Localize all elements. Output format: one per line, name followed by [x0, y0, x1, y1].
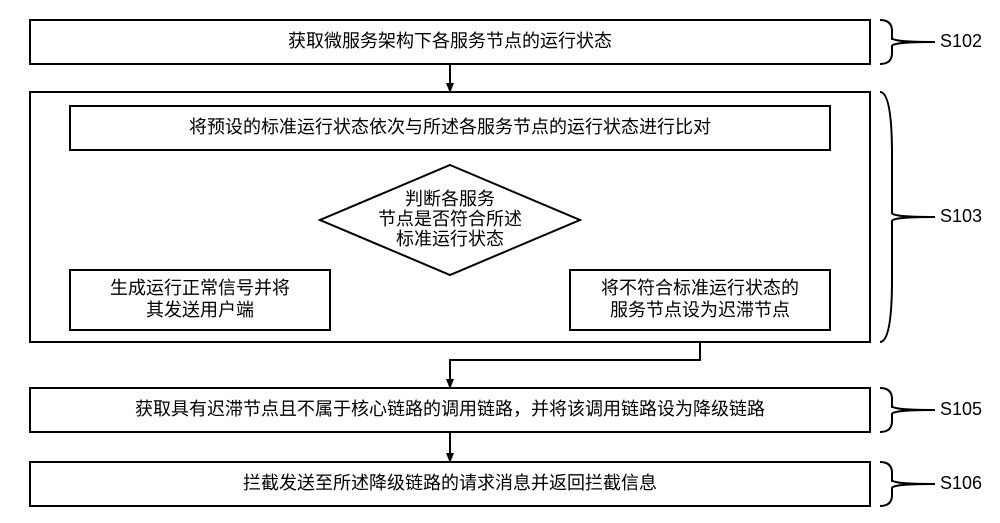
node-text: 其发送用户端	[146, 300, 254, 320]
braces-layer	[880, 20, 935, 506]
brace-S106	[880, 462, 935, 506]
node-text: 将预设的标准运行状态依次与所述各服务节点的运行状态进行比对	[189, 117, 711, 137]
step-label-S106: S106	[940, 473, 982, 493]
node-text: 将不符合标准运行状态的	[601, 278, 799, 298]
node-text: 获取具有迟滞节点且不属于核心链路的调用链路，并将该调用链路设为降级链路	[135, 399, 765, 419]
step-label-S105: S105	[940, 399, 982, 419]
node-normal: 生成运行正常信号并将其发送用户端	[70, 270, 330, 330]
decision-text: 节点是否符合所述	[378, 209, 522, 229]
step-label-S102: S102	[940, 31, 982, 51]
node-text: 获取微服务架构下各服务节点的运行状态	[288, 31, 612, 51]
step-labels-layer: S102 S103 S105 S106	[940, 31, 982, 493]
node-s106: 拦截发送至所述降级链路的请求消息并返回拦截信息	[30, 462, 870, 506]
node-compare: 将预设的标准运行状态依次与所述各服务节点的运行状态进行比对	[70, 106, 830, 150]
brace-S105	[880, 388, 935, 432]
node-s102: 获取微服务架构下各服务节点的运行状态	[30, 20, 870, 64]
decision-text: 判断各服务	[405, 189, 495, 209]
node-text: 生成运行正常信号并将	[110, 278, 290, 298]
decision-text: 标准运行状态	[396, 229, 504, 249]
step-label-S103: S103	[940, 206, 982, 226]
node-s105: 获取具有迟滞节点且不属于核心链路的调用链路，并将该调用链路设为降级链路	[30, 388, 870, 432]
node-text: 服务节点设为迟滞节点	[610, 300, 790, 320]
brace-S102	[880, 20, 935, 64]
node-delay_node: 将不符合标准运行状态的服务节点设为迟滞节点	[570, 270, 830, 330]
flowchart-canvas: 是否 获取微服务架构下各服务节点的运行状态将预设的标准运行状态依次与所述各服务节…	[0, 0, 1000, 523]
brace-S103	[880, 92, 935, 342]
node-text: 拦截发送至所述降级链路的请求消息并返回拦截信息	[243, 473, 657, 493]
